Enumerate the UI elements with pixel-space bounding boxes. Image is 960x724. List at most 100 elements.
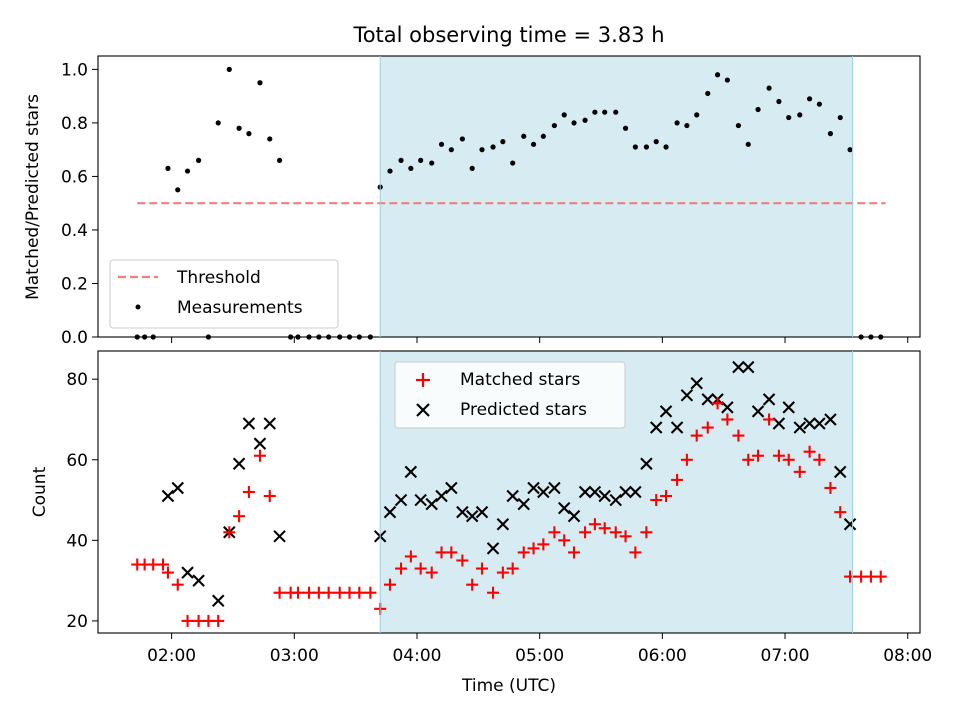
top-x-ticks: [171, 337, 909, 343]
predicted-star-point: [435, 489, 448, 503]
measurement-point: [724, 77, 730, 83]
measurement-point: [236, 125, 242, 131]
measurement-point: [387, 168, 393, 174]
top-axes-frame: [97, 55, 921, 338]
matched-star-point: [291, 586, 304, 599]
measurement-point: [530, 141, 537, 147]
matched-star-point: [650, 494, 663, 507]
matched-star-point: [273, 586, 286, 599]
matched-star-point: [506, 562, 519, 575]
measurement-point: [510, 160, 516, 166]
predicted-star-point: [242, 417, 256, 430]
matched-star-point: [476, 562, 489, 575]
measurement-point: [806, 96, 813, 102]
matched-star-point: [364, 586, 377, 599]
x-tick-label: 05:00: [515, 646, 564, 666]
matched-star-point: [157, 558, 170, 571]
top-y-axis-label: Matched/Predicted stars: [23, 94, 43, 300]
legend-predicted-label: Predicted stars: [460, 400, 587, 420]
y-tick-label: 20: [66, 612, 88, 632]
matched-star-point: [793, 465, 806, 478]
predicted-star-point: [383, 505, 397, 519]
y-tick-label: 0.6: [61, 167, 88, 187]
matched-star-point: [680, 453, 693, 466]
matched-star-point: [701, 421, 714, 434]
matched-star-point: [383, 578, 396, 591]
top-observing-window: [380, 56, 853, 337]
measurement-point: [479, 147, 485, 153]
measurement-point: [267, 136, 273, 142]
predicted-star-point: [598, 489, 611, 503]
x-axis-label: Time (UTC): [461, 676, 556, 696]
predicted-star-point: [211, 594, 225, 608]
predicted-star-point: [527, 481, 540, 495]
predicted-star-point: [181, 566, 194, 579]
measurement-point: [418, 157, 424, 163]
measurement-point: [643, 144, 650, 150]
predicted-star-point: [537, 485, 550, 499]
matched-star-point: [711, 397, 724, 410]
top-legend-box: [109, 259, 339, 329]
matched-star-point: [834, 506, 847, 519]
top-y-ticks: 0.0 0.2 0.4 0.6 0.8 1.0: [61, 60, 98, 348]
y-tick-label: 60: [66, 451, 88, 471]
matched-star-point: [609, 526, 622, 539]
legend-threshold-label: Threshold: [176, 268, 261, 288]
predicted-star-point: [263, 417, 277, 430]
measurement-point: [684, 122, 690, 129]
measurement-point: [540, 133, 546, 139]
matched-star-point: [752, 449, 765, 462]
predicted-star-point: [445, 481, 458, 495]
top-legend: Threshold Measurements: [109, 259, 339, 329]
matched-star-point: [813, 453, 826, 466]
predicted-star-point: [751, 405, 765, 418]
predicted-star-point: [609, 493, 622, 507]
predicted-star-point: [465, 509, 479, 523]
measurement-point: [837, 114, 843, 121]
predicted-star-point: [782, 401, 795, 414]
matched-star-point: [161, 566, 174, 579]
measurement-point: [459, 136, 465, 142]
matched-star-point: [732, 429, 745, 442]
matched-star-point: [803, 445, 816, 458]
measurement-point: [448, 147, 454, 153]
matched-star-point: [404, 550, 417, 563]
measurement-point: [257, 80, 263, 86]
predicted-star-point: [670, 421, 684, 434]
bottom-legend-box: [394, 361, 626, 429]
predicted-star-point: [548, 481, 561, 495]
matched-star-point: [181, 614, 194, 627]
matched-star-point: [568, 546, 581, 559]
matched-star-point: [874, 570, 887, 583]
predicted-star-point: [253, 437, 267, 450]
predicted-star-point: [640, 457, 653, 471]
measurement-point: [797, 112, 803, 118]
predicted-star-point: [192, 574, 205, 587]
predicted-star-point: [567, 509, 581, 523]
measurement-point: [398, 157, 404, 163]
matched-star-point: [395, 562, 408, 575]
matched-star-point: [242, 486, 255, 498]
measurement-point: [714, 72, 721, 78]
predicted-star-point: [659, 405, 673, 418]
measurement-point: [571, 120, 577, 126]
matched-star-point: [588, 518, 601, 531]
matched-star-point: [721, 413, 734, 426]
matched-star-point: [742, 453, 755, 466]
measurement-point: [500, 139, 506, 145]
matched-star-point: [558, 534, 571, 547]
matched-star-point: [223, 526, 236, 539]
measurement-point: [653, 139, 659, 145]
predicted-star-point: [680, 389, 694, 402]
matched-star-point: [517, 546, 530, 559]
legend-measurements-label: Measurements: [177, 298, 303, 318]
y-tick-label: 80: [66, 370, 88, 390]
matched-star-point: [824, 481, 837, 494]
predicted-star-point: [171, 481, 184, 495]
predicted-star-point: [557, 501, 571, 515]
matched-star-point: [425, 566, 438, 579]
y-tick-label: 0.0: [61, 328, 88, 348]
y-tick-label: 0.2: [61, 274, 88, 294]
matched-star-point: [671, 473, 684, 486]
